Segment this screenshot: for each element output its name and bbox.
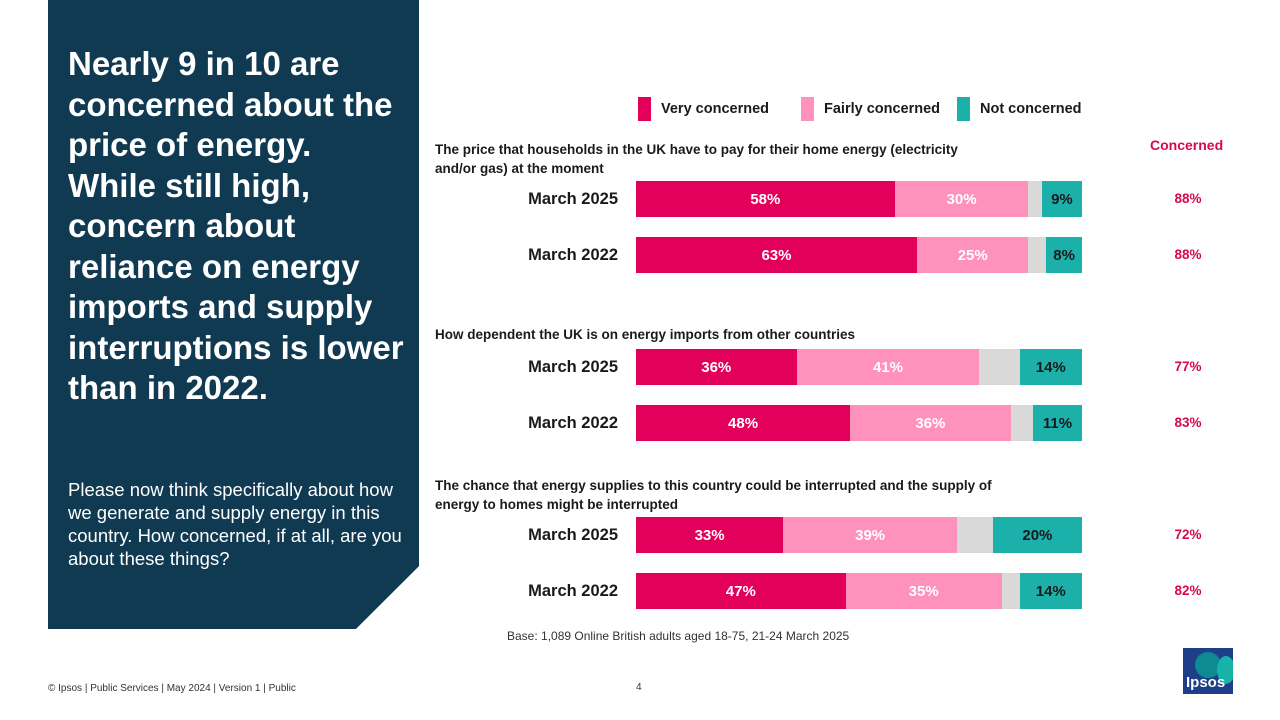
net-concerned-value: 88% bbox=[1174, 191, 1202, 206]
bar-row: 47% 35% 14% bbox=[636, 573, 1082, 609]
bar-segment-very: 36% bbox=[636, 349, 797, 385]
bar-row: 36% 41% 14% bbox=[636, 349, 1082, 385]
row-label: March 2025 bbox=[528, 358, 618, 376]
survey-question: Please now think specifically about how … bbox=[68, 479, 402, 569]
bar-segment-very: 58% bbox=[636, 181, 895, 217]
bar-segment-not: 20% bbox=[992, 517, 1082, 553]
bar-segment-neither bbox=[1010, 405, 1033, 441]
bar-segment-very: 33% bbox=[636, 517, 784, 553]
bar-row: 63% 25% 8% bbox=[636, 237, 1082, 273]
base-note: Base: 1,089 Online British adults aged 1… bbox=[507, 629, 850, 643]
bar-segment-fairly: 39% bbox=[783, 517, 958, 553]
row-label: March 2022 bbox=[528, 246, 618, 264]
ipsos-logo: Ipsos bbox=[1183, 648, 1233, 694]
bar-segment-neither bbox=[957, 517, 993, 553]
bar-segment-not: 14% bbox=[1019, 349, 1082, 385]
legend-label-not: Not concerned bbox=[980, 101, 1082, 117]
bar-segment-neither bbox=[1028, 237, 1047, 273]
row-label: March 2025 bbox=[528, 526, 618, 544]
bar-segment-very: 48% bbox=[636, 405, 851, 441]
bar-row: 48% 36% 11% bbox=[636, 405, 1082, 441]
left-panel: Nearly 9 in 10 are concerned about the p… bbox=[48, 0, 419, 629]
row-label: March 2022 bbox=[528, 414, 618, 432]
bar-row: 58% 30% 9% bbox=[636, 181, 1082, 217]
bar-segment-fairly: 35% bbox=[845, 573, 1002, 609]
logo-text: Ipsos bbox=[1186, 674, 1226, 691]
net-concerned-value: 83% bbox=[1174, 415, 1202, 430]
logo-circle-shape bbox=[1195, 652, 1221, 678]
bar-segment-neither bbox=[1001, 573, 1020, 609]
bar-segment-neither bbox=[979, 349, 1020, 385]
net-concerned-value: 88% bbox=[1174, 247, 1202, 262]
bar-segment-fairly: 36% bbox=[850, 405, 1011, 441]
legend-swatch-very bbox=[638, 97, 651, 121]
bar-segment-not: 8% bbox=[1046, 237, 1082, 273]
footer-copyright: © Ipsos | Public Services | May 2024 | V… bbox=[48, 683, 296, 694]
concerned-column-header: Concerned bbox=[1150, 137, 1224, 153]
bar-segment-not: 9% bbox=[1041, 181, 1082, 217]
item-title: The chance that energy supplies to this … bbox=[435, 478, 992, 512]
legend-label-very: Very concerned bbox=[661, 101, 769, 117]
net-concerned-value: 72% bbox=[1174, 527, 1202, 542]
item-title: How dependent the UK is on energy import… bbox=[435, 327, 856, 342]
bar-segment-fairly: 30% bbox=[894, 181, 1029, 217]
legend-swatch-fairly bbox=[801, 97, 814, 121]
bar-segment-fairly: 41% bbox=[796, 349, 980, 385]
item-title: The price that households in the UK have… bbox=[435, 142, 958, 176]
row-label: March 2025 bbox=[528, 190, 618, 208]
net-concerned-value: 77% bbox=[1174, 359, 1202, 374]
bar-segment-not: 11% bbox=[1032, 405, 1082, 441]
bar-segment-fairly: 25% bbox=[916, 237, 1029, 273]
headline: Nearly 9 in 10 are concerned about the p… bbox=[68, 45, 404, 406]
bar-segment-not: 14% bbox=[1019, 573, 1082, 609]
bar-segment-very: 63% bbox=[636, 237, 917, 273]
bar-row: 33% 39% 20% bbox=[636, 517, 1082, 553]
bar-segment-very: 47% bbox=[636, 573, 846, 609]
row-label: March 2022 bbox=[528, 582, 618, 600]
legend-label-fairly: Fairly concerned bbox=[824, 101, 941, 117]
net-concerned-value: 82% bbox=[1174, 583, 1202, 598]
legend-swatch-not bbox=[957, 97, 970, 121]
bar-segment-neither bbox=[1028, 181, 1042, 217]
logo-arc-shape bbox=[1217, 656, 1233, 684]
page-number: 4 bbox=[636, 682, 642, 693]
